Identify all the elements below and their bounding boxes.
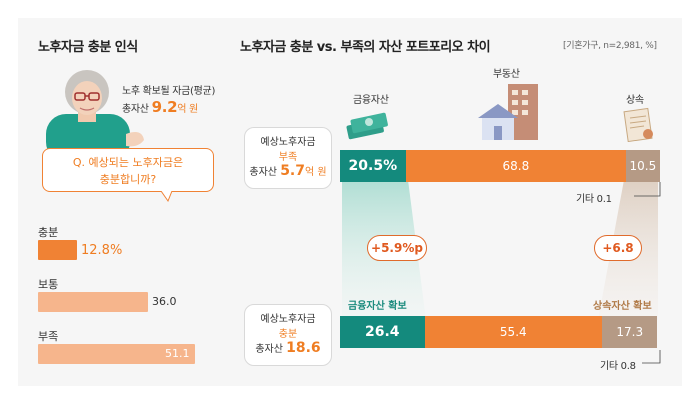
left-title: 노후자금 충분 인식 <box>38 40 138 55</box>
question-line2: 충분합니까? <box>99 173 157 186</box>
left-bar <box>38 344 195 364</box>
sufficient-line2: 충분 <box>278 329 298 340</box>
right-title: 노후자금 충분 vs. 부족의 자산 포트포리오 차이 <box>240 40 491 55</box>
question-line1: Q. 예상되는 노후자금은 <box>72 156 184 169</box>
insufficient-total-unit: 억 원 <box>305 167 327 178</box>
stacked-segment-value: 68.8 <box>502 159 530 173</box>
other-bottom-leader <box>642 350 661 364</box>
sufficient-line1: 예상노후자금 <box>260 314 316 325</box>
stacked-segment: 17.3 <box>602 316 658 348</box>
other-top-leader <box>634 182 661 197</box>
left-bar-value: 36.0 <box>152 295 177 308</box>
left-bar-label: 부족 <box>38 330 59 343</box>
document-certificate-icon <box>623 107 653 142</box>
stacked-segment: 26.4 <box>340 316 425 348</box>
insufficient-line1: 예상노후자금 <box>260 137 316 148</box>
avatar-total-prefix: 총자산 <box>122 104 149 115</box>
inheritance-highlight-label: 상속자산 확보 <box>593 301 652 312</box>
sufficient-group-box: 예상노후자금 충분 총자산 18.6 <box>244 304 332 366</box>
avatar-total-unit: 억 원 <box>177 104 198 115</box>
sample-note: [기혼가구, n=2,981, %] <box>563 41 657 51</box>
stacked-segment-value: 10.5 <box>629 159 657 173</box>
stacked-segment: 68.8 <box>405 150 627 182</box>
insufficient-line2: 부족 <box>278 152 298 163</box>
sufficient-total-prefix: 총자산 <box>255 344 283 355</box>
sufficient-total-value: 18.6 <box>286 340 321 356</box>
category-inheritance-label: 상속 <box>626 95 644 106</box>
other-top-label: 기타 0.1 <box>576 194 612 205</box>
insufficient-total: 총자산 5.7억 원 <box>245 163 331 179</box>
diff-inheritance-badge: +6.8 <box>594 235 642 261</box>
avatar-label: 노후 확보될 자금(평균) <box>122 86 216 97</box>
insufficient-total-prefix: 총자산 <box>249 167 277 178</box>
left-bar-label: 충분 <box>38 226 59 239</box>
money-stack-icon <box>346 112 388 140</box>
question-bubble: Q. 예상되는 노후자금은 충분합니까? <box>42 148 214 192</box>
stacked-segment-value: 17.3 <box>616 325 644 339</box>
left-bar <box>38 292 148 312</box>
stacked-segment-value: 26.4 <box>365 324 400 340</box>
stacked-segment: 55.4 <box>424 316 603 348</box>
bubble-tail-icon <box>160 191 173 203</box>
avatar-total-value: 9.2 <box>151 98 178 116</box>
other-bottom-label: 기타 0.8 <box>600 361 636 372</box>
left-bar <box>38 240 77 260</box>
stacked-segment-value: 55.4 <box>499 325 527 339</box>
left-bar-value: 12.8% <box>81 243 123 258</box>
stacked-segment: 10.5 <box>626 150 660 182</box>
stacked-bar-sufficient: 26.4 55.4 17.3 <box>340 316 660 348</box>
financial-highlight-label: 금융자산 확보 <box>348 301 407 312</box>
category-real-estate-label: 부동산 <box>493 69 520 80</box>
infographic-canvas: 노후자금 충분 인식 노후 확보될 자금(평균) 총자산 9.2억 원 Q. 예… <box>18 18 682 386</box>
insufficient-group-box: 예상노후자금 부족 총자산 5.7억 원 <box>244 127 332 189</box>
stacked-segment-value: 20.5% <box>348 158 398 174</box>
category-financial-label: 금융자산 <box>353 95 389 106</box>
diff-financial-badge: +5.9%p <box>367 235 427 261</box>
left-bar-label: 보통 <box>38 278 59 291</box>
left-bar-value: 51.1 <box>165 347 190 360</box>
building-house-icon <box>478 84 538 140</box>
avatar-total: 총자산 9.2억 원 <box>122 98 198 116</box>
insufficient-total-value: 5.7 <box>280 163 305 179</box>
stacked-bar-insufficient: 20.5% 68.8 10.5 <box>340 150 660 182</box>
stacked-segment: 20.5% <box>340 150 406 182</box>
sufficient-total: 총자산 18.6 <box>245 340 331 356</box>
